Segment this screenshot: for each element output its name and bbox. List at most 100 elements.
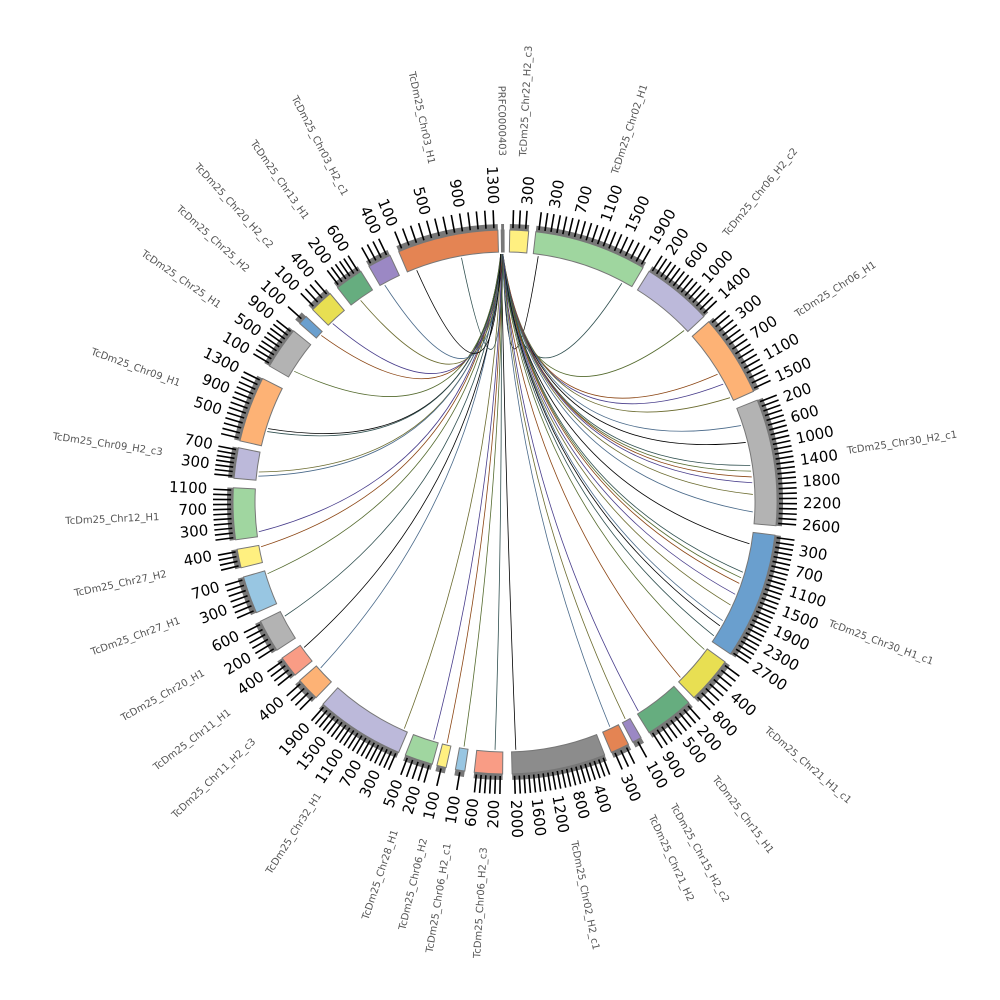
segment-scale-strip <box>255 621 277 654</box>
segment-bar[interactable] <box>322 687 408 754</box>
chromosome-segment[interactable]: 400 TcDm25_Chr27_H2 <box>72 544 264 600</box>
synteny-link <box>501 253 721 627</box>
tick-mark <box>775 546 794 551</box>
tick-mark <box>692 288 706 303</box>
synteny-link <box>403 254 502 729</box>
segment-bar[interactable] <box>621 717 642 743</box>
tick-mark <box>547 772 552 791</box>
tick-mark <box>213 522 232 526</box>
tick-mark <box>602 229 611 247</box>
tick-mark <box>218 445 237 451</box>
tick-mark <box>738 644 755 656</box>
segment-name-label: TcDm25_Chr13_H1 <box>247 138 311 222</box>
tick-mark <box>773 555 792 561</box>
chromosome-segment[interactable]: 30070011001500190023002700TcDm25_Chr30_H… <box>711 531 935 695</box>
chromosome-segment[interactable]: PRFC0000403 <box>495 86 507 253</box>
segment-name-label: TcDm25_Chr25_H1 <box>138 248 223 311</box>
segment-bar[interactable] <box>299 665 333 699</box>
segment-bar[interactable] <box>336 270 374 306</box>
tick-label: 400 <box>182 547 213 570</box>
segment-bar[interactable] <box>368 254 401 287</box>
tick-label: 300 <box>546 178 569 209</box>
chromosome-segment[interactable]: 100 TcDm25_Chr06_H2_c1 <box>424 747 469 955</box>
tick-label: 700 <box>178 500 207 519</box>
tick-mark <box>213 513 232 516</box>
tick-mark <box>774 551 793 556</box>
tick-mark <box>269 327 286 340</box>
segment-scale-strip <box>693 661 730 702</box>
segment-scale-strip <box>333 266 361 288</box>
tick-mark <box>774 450 793 455</box>
segment-bar[interactable] <box>259 610 297 651</box>
segment-bar[interactable] <box>233 447 261 481</box>
segment-bar[interactable] <box>232 487 258 541</box>
tick-mark <box>528 774 532 793</box>
segment-bar[interactable] <box>473 749 504 775</box>
tick-mark <box>456 772 461 791</box>
tick-mark <box>377 238 388 256</box>
chromosome-segment[interactable]: 300 TcDm25_Chr22_H2_c3 <box>508 45 538 254</box>
segment-bar[interactable] <box>508 229 530 254</box>
segment-bar[interactable] <box>636 685 690 734</box>
synteny-link <box>461 254 504 350</box>
segment-bar[interactable] <box>436 743 452 769</box>
segment-bar[interactable] <box>511 733 606 775</box>
tick-mark <box>338 260 351 277</box>
tick-mark <box>232 600 250 609</box>
tick-mark <box>475 211 479 230</box>
synteny-link <box>500 253 681 678</box>
tick-mark <box>417 763 425 782</box>
segment-bar[interactable] <box>691 321 755 401</box>
tick-label: 600 <box>209 627 243 656</box>
segment-bar[interactable] <box>602 724 630 754</box>
synteny-link <box>501 253 753 484</box>
tick-mark <box>778 512 797 516</box>
tick-label: 1100 <box>597 182 627 224</box>
segment-bar[interactable] <box>736 399 778 527</box>
segment-bar[interactable] <box>242 570 278 614</box>
tick-mark <box>213 517 232 521</box>
tick-mark <box>243 371 261 381</box>
tick-mark <box>252 353 270 364</box>
tick-mark <box>467 212 472 231</box>
segment-bar[interactable] <box>532 231 644 288</box>
tick-mark <box>513 775 516 794</box>
segment-bar[interactable] <box>299 315 323 339</box>
segment-bar[interactable] <box>677 648 726 699</box>
segment-bar[interactable] <box>236 544 264 569</box>
synteny-link <box>258 253 503 477</box>
tick-mark <box>423 765 430 783</box>
segment-bar[interactable] <box>636 270 705 333</box>
tick-mark <box>769 424 787 431</box>
segment-bar[interactable] <box>311 292 346 326</box>
tick-mark <box>767 419 786 426</box>
segment-bar[interactable] <box>398 229 499 273</box>
tick-mark <box>518 775 522 794</box>
tick-mark <box>217 449 236 455</box>
synteny-link <box>463 254 504 747</box>
segment-bar[interactable] <box>454 747 469 772</box>
tick-mark <box>360 740 371 757</box>
tick-mark <box>383 750 393 769</box>
tick-mark <box>343 730 355 746</box>
segment-bar[interactable] <box>404 733 439 765</box>
segment-bar[interactable] <box>281 644 313 676</box>
segment-bar[interactable] <box>500 229 505 253</box>
tick-mark <box>230 401 248 410</box>
tick-mark <box>624 239 635 257</box>
synteny-link <box>294 253 502 397</box>
tick-label: 400 <box>589 782 615 815</box>
segment-bar[interactable] <box>239 377 283 447</box>
segment-bar[interactable] <box>268 330 312 378</box>
chromosome-segment[interactable]: 300 700 1100 TcDm25_Chr12_H1 <box>64 478 258 542</box>
segment-bar[interactable] <box>711 531 776 655</box>
tick-mark <box>236 610 254 619</box>
